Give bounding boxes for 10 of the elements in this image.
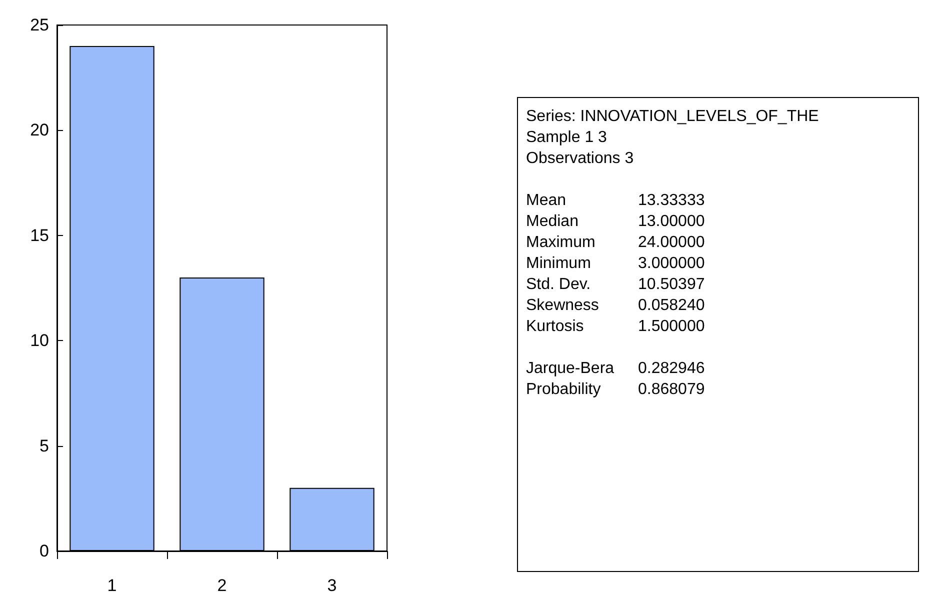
y-tick-label: 10 (30, 331, 49, 350)
x-tick-label: 1 (107, 576, 117, 594)
x-tick-label: 2 (217, 576, 227, 594)
y-tick-label: 5 (40, 436, 49, 456)
x-tick-label: 3 (327, 576, 337, 594)
y-tick-label: 25 (30, 16, 49, 34)
y-tick-label: 20 (30, 120, 49, 140)
y-tick-label: 0 (40, 542, 49, 560)
y-tick-label: 15 (30, 226, 49, 245)
text-panel-frame: Series: INNOVATION_LEVELS_OF_THE Sample 1 3 Observations 3 Mean 13.33333 Median 13.00000 Maximum 24.00000 Minimum 3.000000 Std. Dev. 10.50397 Skewness 0.058240 Kurtosis 1.500000 Jarque-Bera 0.282946 Probability 0.868079 (517, 97, 919, 572)
